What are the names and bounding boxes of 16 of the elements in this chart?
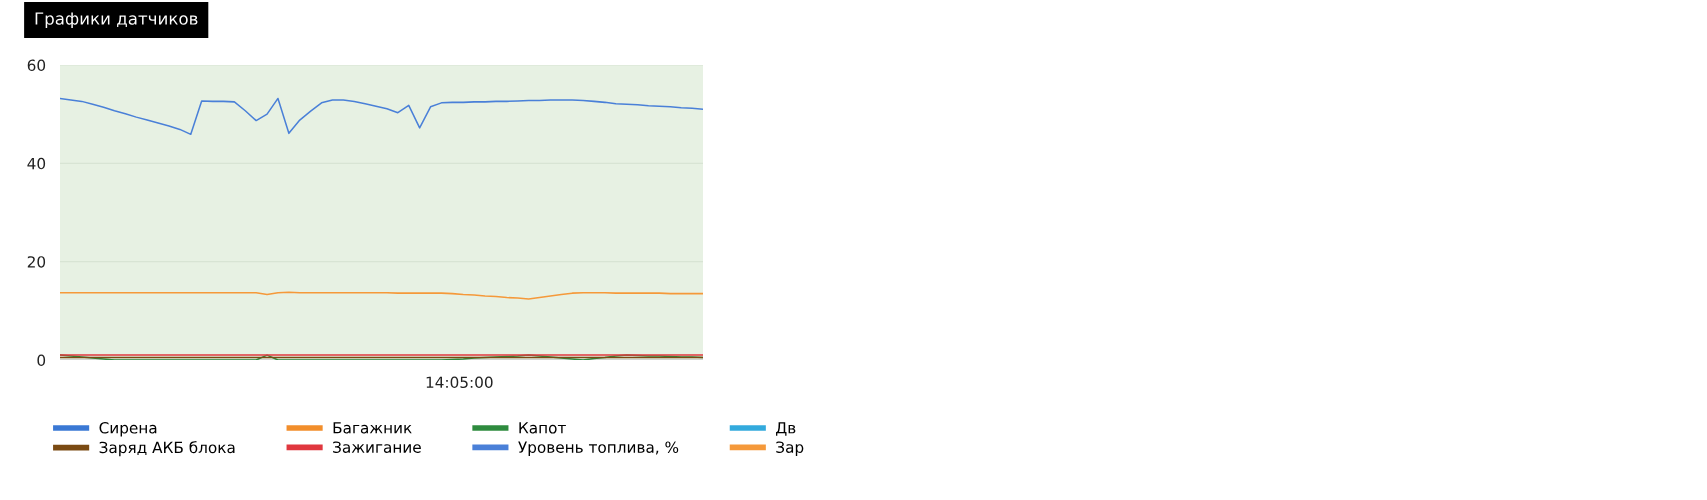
legend-label: Заряд АКБ блока (99, 441, 235, 457)
legend-label: Сирена (99, 422, 157, 437)
legend-label: Зар (776, 441, 804, 456)
legend-label: Капот (519, 422, 566, 434)
y-tick-label: 40 (27, 157, 46, 170)
y-tick-label: 0 (37, 354, 46, 367)
line-series (60, 97, 703, 136)
legend-label: Уровень топлива, % (518, 441, 679, 456)
y-tick-label: 20 (27, 256, 46, 268)
y-tick-label: 60 (27, 59, 46, 72)
legend-label: Зажигание (333, 441, 421, 453)
legend-label: Багажник (333, 422, 412, 434)
text: 14:05:00 (426, 376, 493, 389)
line-series (60, 291, 703, 300)
chart-title: Графики датчиков (35, 12, 198, 29)
legend-label: Дв (776, 422, 796, 436)
